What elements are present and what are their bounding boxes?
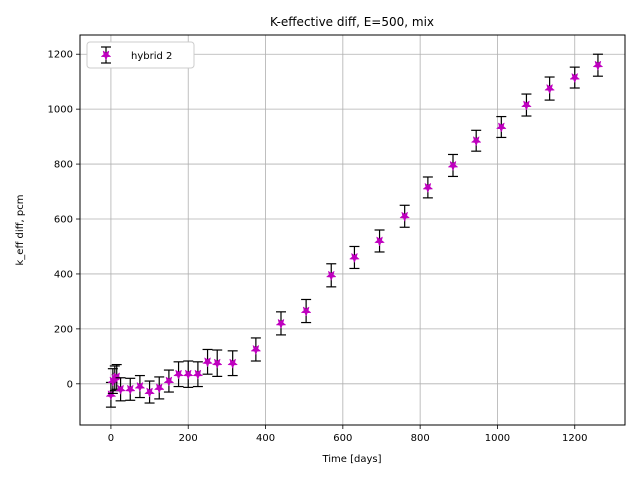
data-point [349, 252, 360, 264]
data-point [192, 369, 204, 380]
chart-title: K-effective diff, E=500, mix [270, 15, 434, 29]
data-point [300, 306, 312, 317]
x-tick-label: 600 [333, 433, 352, 444]
plot-data [105, 53, 604, 408]
data-point [495, 122, 507, 133]
data-point [325, 270, 337, 281]
y-tick-label: 1000 [48, 105, 73, 116]
plot-frame [79, 34, 626, 426]
data-point [470, 136, 482, 147]
y-axis-label: k_eff diff, pcm [15, 195, 26, 266]
data-point [211, 358, 223, 369]
x-tick-label: 1200 [562, 433, 587, 444]
data-point [447, 160, 459, 172]
data-point [124, 384, 136, 395]
x-tick-label: 400 [256, 433, 275, 444]
legend-box [86, 41, 195, 69]
data-point [399, 211, 411, 222]
legend-star-marker [100, 50, 112, 61]
x-tick-label: 1000 [485, 433, 510, 444]
x-axis-label: Time [days] [321, 454, 381, 465]
y-tick-label: 200 [54, 324, 73, 335]
data-point [374, 236, 385, 247]
data-point [521, 100, 532, 111]
data-point [173, 369, 184, 380]
data-point [592, 60, 604, 71]
x-tick-label: 200 [179, 433, 198, 444]
data-point [182, 369, 194, 380]
data-point [153, 383, 165, 394]
data-point [202, 357, 213, 368]
data-point [569, 72, 581, 84]
data-point [227, 358, 239, 369]
data-point [544, 83, 556, 95]
y-tick-label: 1200 [48, 50, 73, 61]
legend-label: hybrid 2 [131, 51, 172, 62]
x-tick-label: 0 [108, 433, 114, 444]
legend-marker [100, 46, 112, 64]
data-point [115, 384, 126, 395]
data-point [163, 376, 175, 387]
x-tick-label: 800 [411, 433, 430, 444]
grid [80, 35, 625, 425]
legend: hybrid 2 [86, 41, 195, 69]
data-point [105, 390, 117, 401]
data-point [275, 318, 287, 330]
y-tick-label: 400 [54, 269, 73, 280]
y-tick-label: 800 [54, 160, 73, 171]
data-point [134, 381, 146, 393]
y-tick-label: 0 [67, 379, 73, 390]
y-tick-label: 600 [54, 215, 73, 226]
data-point [144, 387, 155, 398]
axis-ticks: 0 200 400 600 800 1000 1200 0 200 400 600 800 1000 12… [48, 50, 588, 444]
data-point [250, 344, 262, 356]
data-point [422, 182, 434, 194]
